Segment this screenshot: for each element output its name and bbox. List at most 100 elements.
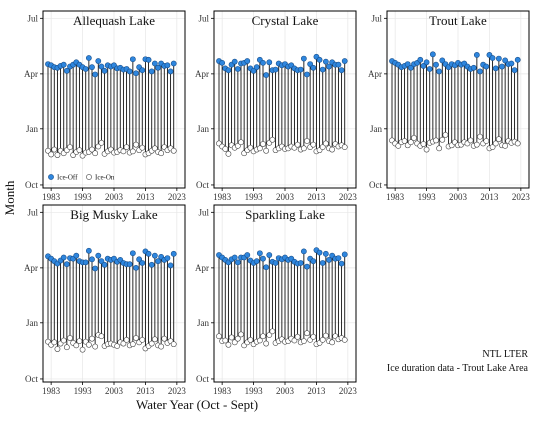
- ice-on-point: [114, 343, 121, 349]
- x-tick-label: 1993: [74, 192, 93, 202]
- ice-off-point: [263, 264, 270, 271]
- y-tick-label: Oct: [25, 374, 38, 384]
- ice-on-point: [260, 333, 266, 340]
- panels-group: Jul Apr Jan Oct 1983 1993 2003 2013 2023 Allequas…: [24, 10, 530, 396]
- ice-off-point: [148, 68, 155, 75]
- ice-on-point: [433, 137, 439, 144]
- ice-on-point: [92, 150, 99, 157]
- legend-label: Ice-On: [95, 174, 115, 182]
- ice-on-point: [133, 141, 139, 148]
- ice-on-point: [492, 140, 499, 147]
- note-line-2: Ice duration data - Trout Lake Area: [387, 363, 529, 374]
- ice-off-point: [310, 258, 317, 265]
- ice-off-point: [263, 72, 270, 78]
- ice-off-point: [95, 58, 102, 64]
- ice-on-point: [123, 336, 130, 343]
- ice-on-point: [216, 333, 222, 340]
- ice-on-point: [407, 139, 414, 146]
- x-tick-label: 2003: [105, 386, 124, 396]
- ice-off-point: [225, 67, 232, 74]
- x-tick-label: 2023: [168, 192, 187, 202]
- x-tick-label: 1983: [42, 386, 61, 396]
- x-tick-label: 2013: [480, 192, 499, 202]
- ice-off-point: [508, 60, 515, 67]
- ice-on-point: [67, 144, 73, 151]
- ice-on-point: [341, 336, 348, 343]
- x-tick-label: 2013: [136, 192, 155, 202]
- x-tick-label: 2003: [276, 192, 295, 202]
- ice-off-point: [136, 256, 143, 263]
- ice-on-point: [436, 145, 443, 152]
- x-tick-label: 2023: [168, 386, 187, 396]
- ice-off-point: [92, 71, 99, 78]
- ice-off-point: [335, 255, 342, 261]
- ice-off-point: [439, 57, 446, 64]
- ice-off-point: [253, 64, 260, 71]
- ice-on-point: [304, 138, 310, 144]
- ice-off-point: [272, 260, 279, 266]
- ice-off-point: [234, 259, 241, 266]
- x-tick-label: 2003: [105, 192, 124, 202]
- ice-on-point: [256, 145, 263, 152]
- ice-on-point: [263, 340, 270, 347]
- ice-off-point: [297, 66, 304, 73]
- ice-on-point: [98, 333, 105, 340]
- ice-on-point: [158, 343, 165, 350]
- ice-off-point: [170, 60, 177, 67]
- ice-on-point: [225, 150, 232, 157]
- ice-on-point: [222, 337, 229, 344]
- ice-off-point: [300, 248, 307, 255]
- panel-2: Jul Apr Jan Oct 1983 1993 2003 2013 2023 Trout La…: [368, 10, 530, 202]
- ice-off-point: [219, 59, 226, 66]
- panel-title: Big Musky Lake: [70, 207, 158, 222]
- panel-title: Crystal Lake: [252, 13, 319, 28]
- ice-off-point: [92, 265, 99, 272]
- ice-on-point: [98, 139, 105, 146]
- ice-on-point: [395, 142, 402, 149]
- ice-on-point: [85, 341, 92, 348]
- ice-on-point: [51, 339, 58, 346]
- ice-off-point: [272, 66, 279, 73]
- x-tick-label: 1993: [74, 386, 93, 396]
- y-tick-label: Apr: [195, 263, 209, 273]
- ice-on-point: [79, 346, 86, 353]
- panel-title: Allequash Lake: [73, 13, 155, 28]
- ice-off-point: [244, 58, 251, 64]
- ice-off-point: [151, 60, 158, 67]
- ice-off-point: [260, 59, 266, 66]
- ice-off-point: [297, 260, 304, 266]
- ice-on-point: [514, 140, 521, 147]
- ice-off-point: [167, 262, 174, 269]
- ice-off-point: [477, 68, 483, 75]
- ice-on-point: [247, 336, 254, 343]
- ice-off-point: [170, 250, 177, 257]
- ice-off-point: [129, 56, 136, 63]
- ice-off-point: [511, 67, 518, 74]
- x-tick-label: 1983: [213, 386, 232, 396]
- y-tick-label: Apr: [24, 69, 38, 79]
- x-tick-label: 2023: [339, 192, 358, 202]
- ice-off-point: [326, 257, 332, 263]
- ice-on-point: [477, 133, 483, 140]
- ice-off-point: [231, 58, 238, 65]
- x-tick-label: 1993: [418, 192, 437, 202]
- ice-on-point: [92, 343, 99, 350]
- ice-off-point: [155, 64, 161, 71]
- ice-off-point: [101, 261, 108, 268]
- ice-off-point: [231, 254, 238, 261]
- ice-off-point: [423, 59, 430, 66]
- ice-off-point: [492, 65, 499, 72]
- y-tick-label: Jul: [198, 207, 209, 217]
- y-tick-label: Oct: [196, 180, 209, 190]
- ice-on-point: [442, 131, 449, 138]
- ice-off-point: [266, 59, 273, 66]
- y-tick-label: Oct: [196, 374, 209, 384]
- ice-on-point: [63, 344, 70, 351]
- ice-off-point: [234, 66, 241, 72]
- ice-off-point: [483, 63, 490, 70]
- y-axis-title: Month: [2, 180, 17, 215]
- x-tick-label: 2013: [136, 386, 155, 396]
- ice-on-point: [411, 135, 417, 141]
- ice-on-point: [170, 341, 177, 348]
- ice-off-point: [341, 251, 348, 258]
